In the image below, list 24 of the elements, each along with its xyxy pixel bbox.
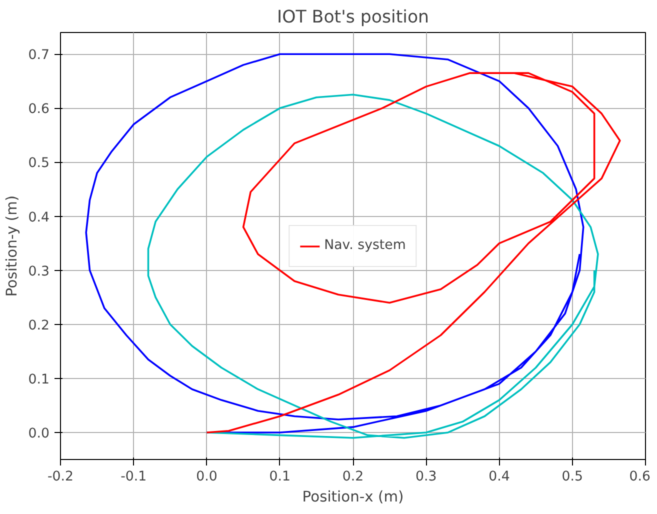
x-axis-title: Position-x (m) <box>302 488 404 506</box>
x-tick-label: 0.0 <box>196 470 218 484</box>
x-tick-label: 0.4 <box>488 470 510 484</box>
y-tick-label: 0.3 <box>28 264 50 280</box>
x-tick-label: 0.6 <box>629 470 651 484</box>
x-tick-label: 0.3 <box>416 470 437 484</box>
line-series <box>85 53 584 434</box>
x-tick-label: -0.1 <box>120 470 147 484</box>
line-series <box>147 94 599 439</box>
y-tick-label: 0.7 <box>28 48 50 64</box>
y-tick-label: 0.1 <box>28 372 50 388</box>
y-tick-label: 0.2 <box>28 318 50 334</box>
line-series <box>206 72 621 434</box>
y-tick-label: 0.4 <box>28 210 50 226</box>
x-tick-label: 0.1 <box>269 470 290 484</box>
y-axis-title: Position-y (m) <box>3 195 20 297</box>
chart-title: IOT Bot's position <box>276 8 430 28</box>
x-tick-label: 0.5 <box>562 470 583 484</box>
y-tick-label: 0.0 <box>28 426 50 442</box>
y-tick-label: 0.6 <box>28 102 50 118</box>
legend-label: Nav. system <box>324 238 406 253</box>
y-tick-label: 0.5 <box>28 156 50 172</box>
x-tick-label: 0.2 <box>342 470 364 484</box>
x-tick-label: -0.2 <box>47 470 74 484</box>
